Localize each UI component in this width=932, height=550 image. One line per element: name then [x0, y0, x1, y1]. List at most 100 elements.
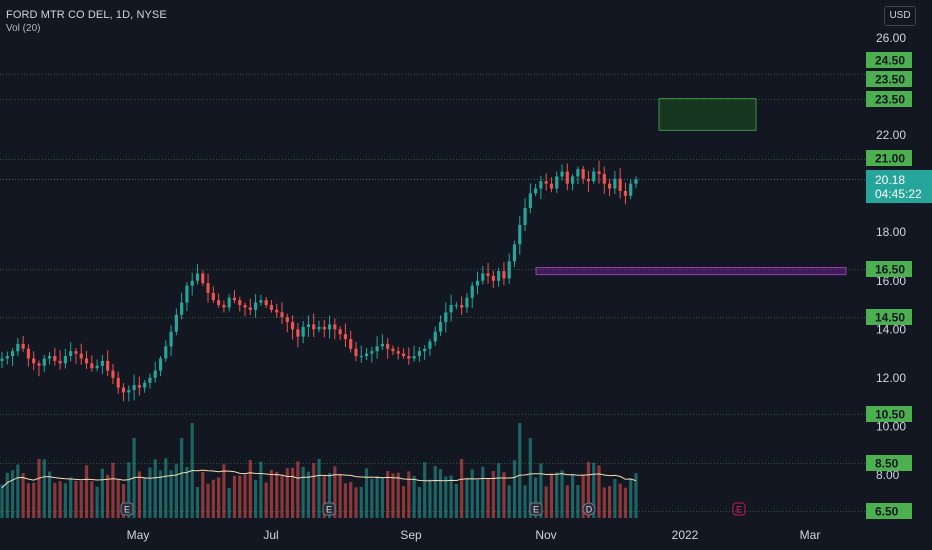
candle — [285, 317, 289, 323]
volume-bar — [565, 485, 569, 518]
candle — [618, 178, 622, 191]
candle — [370, 351, 374, 354]
volume-bar — [285, 468, 289, 518]
candle — [481, 273, 485, 281]
candle — [164, 346, 168, 359]
candle — [322, 326, 326, 330]
candle — [502, 271, 506, 279]
candle — [106, 360, 110, 371]
candle — [571, 176, 575, 184]
marker-label: E — [326, 505, 332, 515]
candle — [444, 312, 448, 323]
currency-button[interactable]: USD — [884, 6, 916, 26]
candle — [433, 331, 437, 342]
candle — [470, 285, 474, 298]
candle — [544, 181, 548, 184]
candle — [37, 363, 41, 366]
marker-label: D — [586, 505, 593, 515]
candle — [586, 178, 591, 182]
candle — [211, 292, 215, 301]
volume-bar — [259, 461, 263, 518]
candle — [301, 326, 305, 337]
volume-bar — [280, 475, 284, 518]
level-price-tag-label: 10.50 — [875, 408, 905, 422]
volume-bar — [438, 469, 443, 518]
volume-bar — [354, 487, 358, 518]
candle — [53, 356, 57, 361]
candle — [190, 280, 194, 286]
candles — [0, 160, 638, 402]
volume-bar — [602, 487, 606, 518]
volume-bar — [195, 486, 200, 518]
price-tick-label: 12.00 — [876, 371, 906, 385]
volume-bar — [296, 461, 300, 518]
candle — [534, 188, 538, 194]
volume-bar — [10, 470, 15, 518]
volume-bar — [248, 460, 252, 518]
candle — [581, 169, 585, 179]
level-price-tag-label: 6.50 — [875, 505, 899, 519]
level-price-tag — [866, 261, 912, 277]
volume-bar — [343, 483, 348, 518]
candle — [5, 356, 9, 359]
candle — [343, 334, 348, 340]
candle — [153, 370, 157, 378]
dividend-marker — [582, 502, 596, 516]
candle — [634, 179, 638, 184]
level-price-tag — [866, 150, 912, 166]
candle — [79, 353, 83, 359]
volume-bar — [502, 472, 506, 518]
volume-bar — [180, 438, 184, 518]
volume-bar — [306, 471, 311, 518]
volume-bar — [0, 484, 4, 518]
candle — [95, 365, 99, 369]
candle — [460, 305, 464, 308]
target-zone — [658, 98, 757, 131]
candle — [454, 305, 458, 307]
candle — [174, 314, 178, 332]
candle — [248, 307, 252, 310]
candle — [127, 390, 131, 393]
volume-bar — [111, 462, 115, 518]
volume-bar — [100, 468, 104, 518]
candle — [364, 353, 369, 357]
candle — [10, 351, 15, 357]
candle — [143, 382, 147, 388]
candle — [607, 183, 612, 189]
volume-bar — [327, 472, 332, 518]
candle — [507, 261, 511, 279]
volume-bar — [449, 475, 453, 518]
volume-bar — [571, 474, 575, 518]
current-price-tag — [866, 170, 932, 203]
candle — [148, 377, 152, 383]
volume-bar — [592, 462, 596, 518]
volume-bar — [375, 476, 379, 518]
volume-bar — [491, 470, 495, 518]
volume-bar — [618, 483, 622, 518]
candle — [349, 339, 353, 349]
volume-bar — [185, 467, 189, 518]
level-price-tag-label: 23.50 — [875, 73, 905, 87]
volume-bar — [481, 466, 485, 518]
candle — [491, 275, 495, 281]
volume-bar — [359, 486, 363, 518]
volume-bar — [460, 459, 464, 518]
volume-bar — [423, 462, 427, 518]
volume-bar — [42, 459, 46, 518]
volume-bar — [269, 469, 274, 518]
volume-bar — [169, 470, 173, 518]
candle — [428, 341, 432, 349]
level-price-tag — [866, 71, 912, 87]
volume-bar — [549, 473, 554, 518]
volume-bar — [90, 481, 94, 518]
volume-indicator-label[interactable]: Vol (20) — [6, 23, 41, 34]
candle — [401, 353, 406, 357]
volume-bar — [201, 471, 205, 518]
time-tick-label: Sep — [400, 528, 422, 542]
candle — [254, 302, 258, 310]
candle — [475, 280, 480, 286]
candle — [296, 329, 300, 337]
candle — [623, 190, 628, 196]
